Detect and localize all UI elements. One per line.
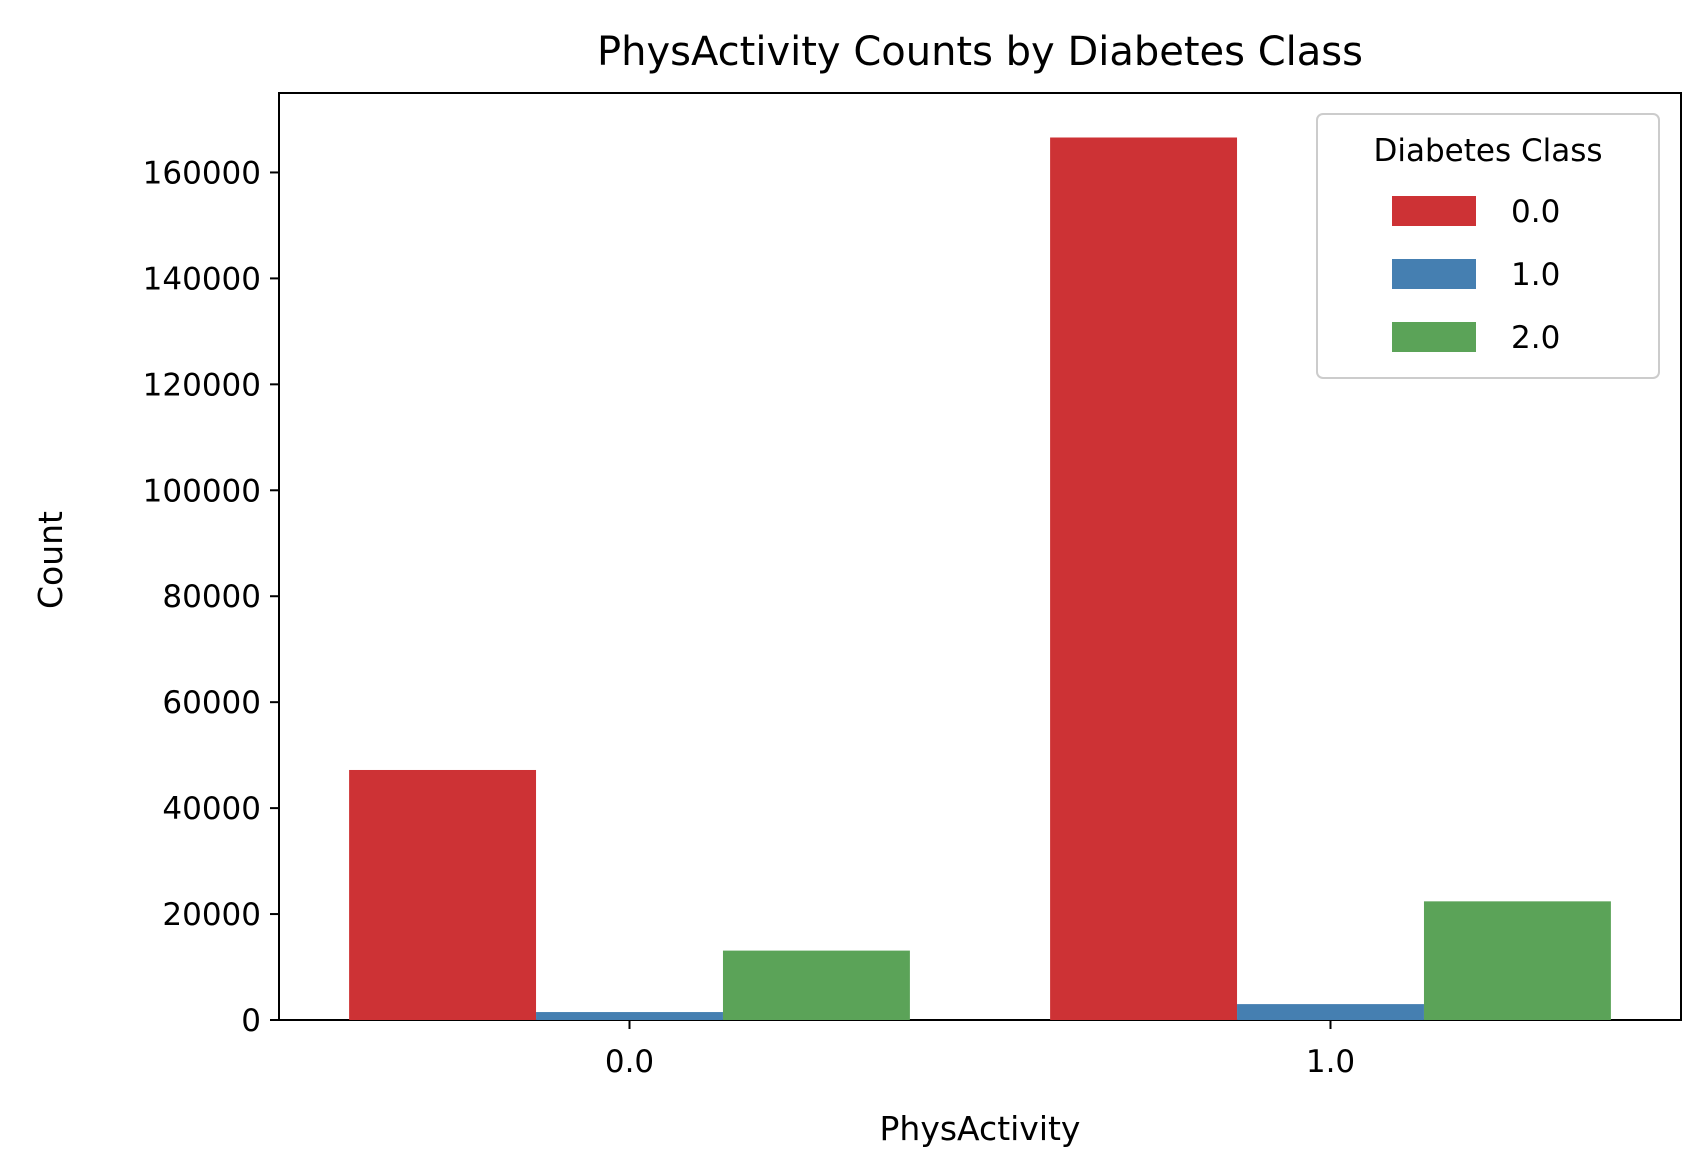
chart-title: PhysActivity Counts by Diabetes Class bbox=[597, 29, 1363, 75]
bar-1.0-class-0.0 bbox=[1050, 137, 1238, 1021]
legend-label-0.0: 0.0 bbox=[1511, 194, 1560, 230]
x-tick-label: 0.0 bbox=[605, 1044, 654, 1080]
legend-items: 0.0 1.0 2.0 bbox=[1392, 194, 1560, 356]
y-axis: 0 20000 40000 60000 80000 100000 120000 140000 1… bbox=[143, 155, 279, 1039]
legend: Diabetes Class 0.0 1.0 2.0 bbox=[1316, 113, 1660, 379]
legend-title: Diabetes Class bbox=[1373, 133, 1602, 169]
legend-swatch-0.0 bbox=[1392, 196, 1476, 226]
y-tick-label: 60000 bbox=[162, 685, 261, 721]
y-tick-label: 100000 bbox=[143, 473, 261, 509]
bar-1.0-class-2.0 bbox=[1423, 901, 1611, 1020]
legend-swatch-2.0 bbox=[1392, 322, 1476, 352]
legend-label-2.0: 2.0 bbox=[1511, 320, 1560, 356]
y-tick-label: 20000 bbox=[162, 897, 261, 933]
y-axis-label: Count bbox=[31, 511, 70, 609]
y-tick-label: 80000 bbox=[162, 579, 261, 615]
legend-swatch-1.0 bbox=[1392, 259, 1476, 289]
y-tick-label: 160000 bbox=[143, 155, 261, 191]
y-tick-label: 140000 bbox=[143, 261, 261, 297]
bar-0.0-class-0.0 bbox=[349, 769, 537, 1020]
x-axis-label: PhysActivity bbox=[880, 1109, 1081, 1148]
legend-box bbox=[1316, 113, 1660, 379]
bar-0.0-class-2.0 bbox=[722, 950, 910, 1020]
x-tick-label: 1.0 bbox=[1306, 1044, 1355, 1080]
y-tick-label: 40000 bbox=[162, 791, 261, 827]
plot-area bbox=[278, 92, 1682, 1021]
y-tick-label: 0 bbox=[241, 1003, 261, 1039]
plot-frame bbox=[278, 92, 1682, 1021]
y-tick-label: 120000 bbox=[143, 367, 261, 403]
legend-label-1.0: 1.0 bbox=[1511, 257, 1560, 293]
x-axis: 0.0 1.0 bbox=[605, 1020, 1355, 1080]
bar-0.0-class-1.0 bbox=[536, 1012, 723, 1020]
bars bbox=[349, 137, 1611, 1021]
bar-1.0-class-1.0 bbox=[1237, 1004, 1424, 1020]
